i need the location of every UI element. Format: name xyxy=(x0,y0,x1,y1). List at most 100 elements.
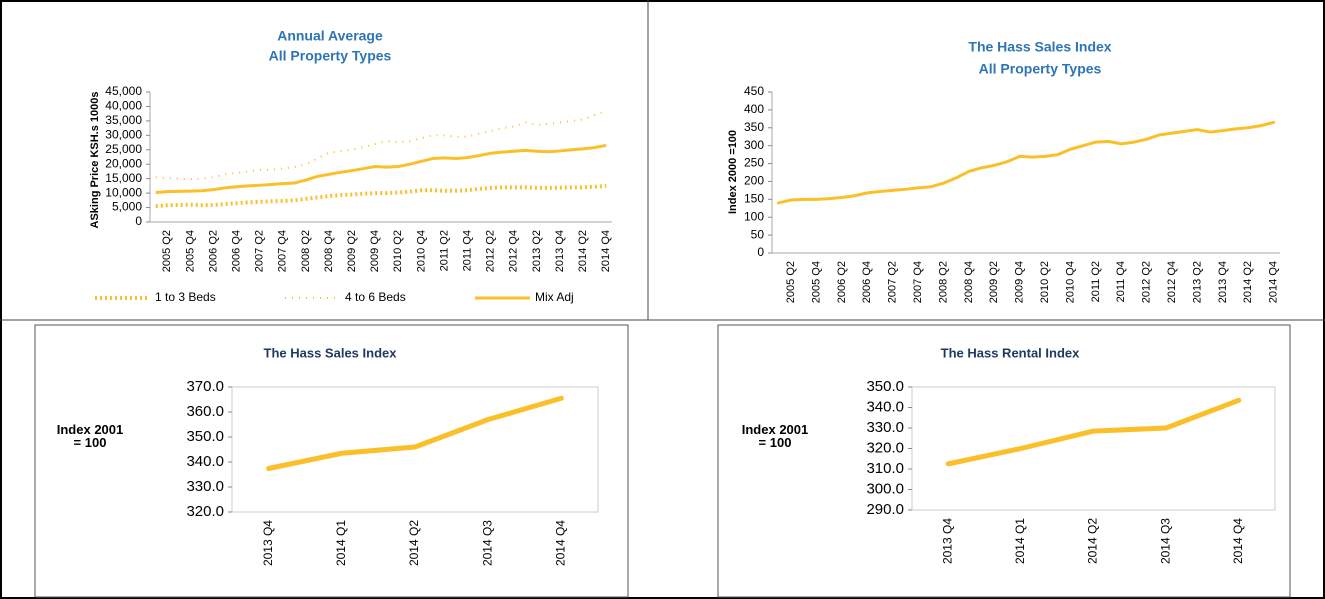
chart-title: The Hass Sales Index xyxy=(968,39,1111,55)
x-tick-label: 2006 Q2 xyxy=(836,261,848,303)
y-tick-label: 20,000 xyxy=(105,156,142,170)
series-line xyxy=(155,143,607,195)
legend-label: Mix Adj xyxy=(535,290,574,304)
y-tick-label: 330.0 xyxy=(186,478,224,495)
x-tick-label: 2008 Q2 xyxy=(300,230,312,272)
x-tick-label: 2013 Q4 xyxy=(554,230,566,272)
y-tick-label: 320.0 xyxy=(186,503,224,520)
series-line xyxy=(776,120,1276,205)
x-tick-label: 2010 Q4 xyxy=(1064,261,1076,303)
x-tick-label: 2008 Q4 xyxy=(323,230,335,272)
x-tick-label: 2007 Q4 xyxy=(912,261,924,303)
x-tick-label: 2006 Q2 xyxy=(207,230,219,272)
y-tick-label: 450 xyxy=(744,84,764,98)
x-tick-label: 2006 Q4 xyxy=(231,230,243,272)
x-tick-label: 2011 Q4 xyxy=(1115,261,1127,302)
y-tick-label: 15,000 xyxy=(105,171,142,185)
y-tick-label: 350.0 xyxy=(186,428,224,445)
x-tick-label: 2014 Q1 xyxy=(334,520,348,566)
y-tick-label: 320.0 xyxy=(866,439,904,456)
x-tick-label: 2006 Q4 xyxy=(861,261,873,303)
x-tick-label: 2013 Q2 xyxy=(531,230,543,272)
x-tick-label: 2014 Q2 xyxy=(1086,518,1100,564)
y-tick-label: 300 xyxy=(744,138,764,152)
y-tick-label: 350.0 xyxy=(866,378,904,395)
x-tick-label: 2013 Q2 xyxy=(1191,261,1203,303)
x-tick-label: 2009 Q2 xyxy=(988,261,1000,303)
x-tick-label: 2012 Q2 xyxy=(485,230,497,272)
legend-label: 1 to 3 Beds xyxy=(155,290,216,304)
x-tick-label: 2014 Q4 xyxy=(1268,261,1280,303)
y-tick-label: 0 xyxy=(757,245,764,259)
chart-title: The Hass Sales Index xyxy=(264,345,398,360)
x-tick-label: 2007 Q2 xyxy=(887,261,899,303)
series-line xyxy=(155,109,607,181)
x-tick-label: 2010 Q2 xyxy=(1039,261,1051,303)
series-line xyxy=(945,397,1242,467)
panel-border xyxy=(34,324,629,598)
x-tick-label: 2013 Q4 xyxy=(1217,261,1229,303)
x-tick-label: 2005 Q4 xyxy=(184,230,196,272)
x-tick-label: 2014 Q3 xyxy=(1158,518,1172,564)
y-tick-label: 370.0 xyxy=(186,378,224,395)
series-line xyxy=(266,395,564,471)
y-tick-label: 300.0 xyxy=(866,480,904,497)
x-tick-label: 2009 Q4 xyxy=(1014,261,1026,303)
y-tick-label: 25,000 xyxy=(105,142,142,156)
x-tick-label: 2007 Q2 xyxy=(254,230,266,272)
y-tick-label: 45,000 xyxy=(105,84,142,98)
x-tick-label: 2014 Q2 xyxy=(407,520,421,566)
chart-title: All Property Types xyxy=(269,48,392,64)
x-tick-label: 2011 Q4 xyxy=(462,230,474,271)
y-axis-label: Index 2001 = 100 xyxy=(741,422,809,450)
x-tick-label: 2005 Q2 xyxy=(161,230,173,272)
x-tick-label: 2007 Q4 xyxy=(277,230,289,272)
series-line xyxy=(155,183,607,209)
y-tick-label: 350 xyxy=(744,120,764,134)
x-tick-label: 2012 Q4 xyxy=(1166,261,1178,303)
y-tick-label: 400 xyxy=(744,102,764,116)
x-tick-label: 2011 Q2 xyxy=(438,230,450,271)
y-tick-label: 40,000 xyxy=(105,99,142,113)
y-tick-label: 10,000 xyxy=(105,185,142,199)
x-tick-label: 2014 Q1 xyxy=(1013,518,1027,564)
y-tick-label: 360.0 xyxy=(186,403,224,420)
x-tick-label: 2014 Q4 xyxy=(1231,518,1245,564)
x-tick-label: 2014 Q4 xyxy=(554,520,568,566)
y-axis-label: ASking Price KSH.s 1000s xyxy=(89,92,101,229)
y-axis-label: Index 2001 = 100 xyxy=(56,422,124,450)
y-tick-label: 250 xyxy=(744,156,764,170)
x-tick-label: 2009 Q2 xyxy=(346,230,358,272)
y-tick-label: 290.0 xyxy=(866,501,904,518)
chart-title: Annual Average xyxy=(277,28,383,44)
legend-label: 4 to 6 Beds xyxy=(345,290,406,304)
x-tick-label: 2013 Q4 xyxy=(940,518,954,564)
x-tick-label: 2014 Q2 xyxy=(1242,261,1254,303)
y-tick-label: 50 xyxy=(751,227,765,241)
x-tick-label: 2011 Q2 xyxy=(1090,261,1102,302)
chart-title: The Hass Rental Index xyxy=(941,345,1080,360)
y-tick-label: 5,000 xyxy=(112,200,142,214)
x-tick-label: 2005 Q2 xyxy=(785,261,797,303)
x-tick-label: 2010 Q4 xyxy=(415,230,427,272)
y-tick-label: 0 xyxy=(135,214,142,228)
plot-border xyxy=(231,386,599,513)
y-tick-label: 200 xyxy=(744,174,764,188)
x-tick-label: 2008 Q4 xyxy=(963,261,975,303)
x-tick-label: 2014 Q3 xyxy=(480,520,494,566)
x-tick-label: 2009 Q4 xyxy=(369,230,381,272)
y-tick-label: 100 xyxy=(744,209,764,223)
x-tick-label: 2013 Q4 xyxy=(261,520,275,566)
x-tick-label: 2014 Q2 xyxy=(577,230,589,272)
y-tick-label: 35,000 xyxy=(105,113,142,127)
x-tick-label: 2014 Q4 xyxy=(600,230,612,272)
x-tick-label: 2005 Q4 xyxy=(810,261,822,303)
y-tick-label: 150 xyxy=(744,192,764,206)
chart-title: All Property Types xyxy=(979,61,1102,77)
x-tick-label: 2008 Q2 xyxy=(937,261,949,303)
x-tick-label: 2010 Q2 xyxy=(392,230,404,272)
panel-border xyxy=(717,324,1291,598)
